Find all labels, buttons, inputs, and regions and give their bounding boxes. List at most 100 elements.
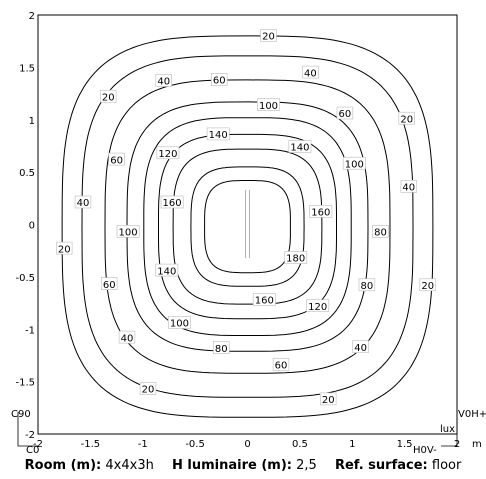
axis-markers: C90 C0 V0H+ H0V- lux m [11,409,486,456]
luminaire-icon [245,190,250,258]
svg-text:20: 20 [142,385,155,396]
contour-label-80: 80 [358,278,376,292]
contour-label-40: 40 [74,195,92,209]
svg-text:100: 100 [259,101,278,112]
contour-label-160: 160 [309,205,333,219]
y-tick-label: 1 [29,116,35,127]
contour-label-120: 120 [156,146,180,160]
svg-text:160: 160 [255,296,274,307]
y-tick-label: 0.5 [19,168,35,179]
contour-label-60: 60 [272,358,290,372]
contour-label-40: 40 [302,65,319,79]
x-tick-label: 1.5 [397,439,413,450]
room-value: 4x4x3h [105,458,154,473]
y-tick-label: 0 [29,221,35,232]
svg-text:60: 60 [339,109,352,120]
svg-text:140: 140 [290,143,309,154]
svg-text:120: 120 [158,149,177,160]
contour-label-60: 60 [101,277,118,291]
svg-text:40: 40 [121,333,134,344]
svg-text:140: 140 [209,130,228,141]
marker-h0v: H0V- [413,445,437,456]
contour-160 [190,166,305,287]
contour-label-60: 60 [108,152,125,166]
plot-frame [37,14,458,435]
y-tick-label: -2 [25,430,35,441]
svg-text:60: 60 [103,280,116,291]
svg-text:20: 20 [400,114,413,125]
x-tick-label: -1.5 [81,439,101,450]
contour-label-100: 100 [257,98,280,112]
y-axis-ticks: 2 1.5 1 0.5 0 -0.5 -1 -1.5 -2 [15,11,35,441]
svg-text:120: 120 [308,302,327,313]
contour-label-140: 140 [288,140,312,154]
svg-text:20: 20 [322,395,335,406]
room-label: Room (m): [24,458,102,473]
contour-label-20: 20 [55,241,73,255]
x-axis-ticks: -2 -1.5 -1 -0.5 0 0.5 1 1.5 2 [33,439,460,450]
y-tick-label: 1.5 [19,63,35,74]
svg-text:160: 160 [311,208,330,219]
contour-label-20: 20 [260,29,277,43]
contour-label-40: 40 [118,330,136,344]
x-tick-label: 1 [349,439,355,450]
contour-label-20: 20 [398,111,415,125]
height-label: H luminaire (m): [171,458,292,473]
contour-label-140: 140 [206,127,230,141]
svg-text:80: 80 [374,228,387,239]
contour-label-100: 100 [116,225,140,239]
svg-text:80: 80 [215,344,228,355]
svg-text:20: 20 [421,281,434,292]
contour-label-80: 80 [372,225,389,239]
contour-label-20: 20 [100,89,117,103]
contour-label-120: 120 [306,299,330,313]
x-tick-label: -2 [33,439,43,450]
contour-label-160: 160 [160,195,184,209]
contour-180 [204,180,291,274]
contour-label-20: 20 [319,392,337,406]
svg-text:60: 60 [110,155,123,166]
contour-label-160: 160 [252,293,276,307]
svg-text:60: 60 [213,76,226,87]
svg-text:100: 100 [119,228,138,239]
contour-100 [143,117,352,336]
svg-text:60: 60 [275,361,288,372]
svg-text:40: 40 [304,68,317,79]
svg-text:20: 20 [102,92,115,103]
info-footer: Room (m): 4x4x3h H luminaire (m): 2,5 Re… [0,458,486,473]
contour-label-60: 60 [211,73,228,87]
unit-m: m [472,439,482,450]
isolux-plot: 2020202020202040404040404060606060608080… [11,11,486,456]
contour-label-40: 40 [352,340,369,354]
contour-label-80: 80 [213,341,230,355]
height-value: 2,5 [296,458,317,473]
svg-text:40: 40 [402,183,415,194]
contour-80 [126,101,369,352]
contour-label-180: 180 [284,251,308,265]
contour-60 [104,79,391,374]
marker-c0: C0 [26,445,39,456]
svg-text:140: 140 [157,266,176,277]
marker-v0h: V0H+ [458,409,486,420]
svg-text:100: 100 [170,319,189,330]
surface-value: floor [431,458,462,473]
svg-text:20: 20 [262,32,275,43]
contour-40 [81,55,414,398]
contour-120 [158,133,337,320]
x-tick-label: -1 [138,439,148,450]
contour-label-20: 20 [419,278,436,292]
svg-text:80: 80 [361,281,374,292]
svg-text:40: 40 [77,198,90,209]
svg-text:40: 40 [354,343,367,354]
svg-text:20: 20 [58,244,71,255]
contour-140 [172,148,323,305]
contour-label-60: 60 [336,106,354,120]
y-tick-label: 2 [29,11,35,22]
y-tick-label: -1.5 [15,378,35,389]
x-tick-label: -0.5 [185,439,205,450]
contour-label-20: 20 [139,382,157,396]
contour-label-100: 100 [342,156,366,170]
unit-lux: lux [440,424,455,435]
contour-label-100: 100 [168,316,191,330]
svg-text:160: 160 [163,198,182,209]
